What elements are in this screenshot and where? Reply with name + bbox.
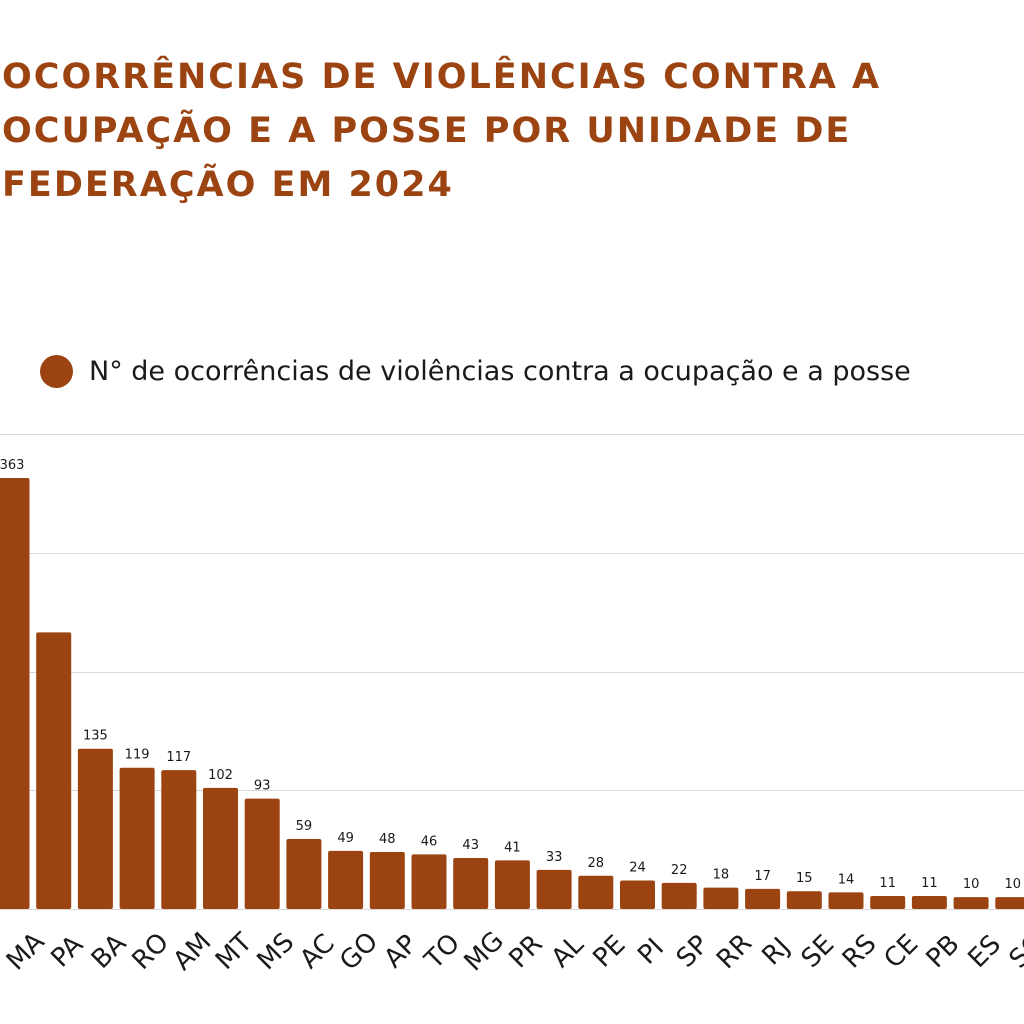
x-tick-label: GO	[334, 927, 384, 977]
legend-swatch	[40, 354, 73, 388]
x-tick-label: BA	[86, 928, 133, 975]
bar	[36, 632, 72, 909]
x-tick-label: SC	[1004, 929, 1024, 975]
data-label: 59	[296, 819, 313, 834]
bar	[995, 897, 1024, 909]
bar	[828, 892, 864, 909]
bar	[161, 770, 197, 909]
bar	[286, 838, 322, 909]
data-label: 11	[921, 876, 938, 891]
data-label: 46	[421, 834, 438, 849]
x-tick-label: RO	[127, 927, 175, 975]
data-label: 10	[1005, 877, 1022, 892]
x-tick-label: PR	[504, 929, 549, 974]
x-tick-label: RR	[711, 928, 758, 975]
data-label: 11	[879, 876, 896, 891]
data-label: 102	[208, 768, 233, 783]
x-tick-label: AP	[379, 929, 424, 974]
x-tick-label: PE	[587, 930, 631, 974]
chart-title-line: OCUPAÇÃO E A POSSE POR UNIDADE DE	[2, 111, 852, 151]
x-tick-label: MT	[210, 927, 258, 975]
bar	[0, 477, 30, 909]
x-tick-label: AL	[546, 929, 590, 973]
data-label: 48	[379, 832, 396, 847]
x-tick-label: AM	[168, 927, 218, 977]
chart-title: OCORRÊNCIAS DE VIOLÊNCIAS CONTRA A OCUPA…	[2, 50, 1002, 212]
x-tick-label: PA	[45, 930, 89, 974]
data-label: 24	[629, 861, 646, 876]
bar	[203, 787, 238, 909]
bar	[578, 875, 614, 909]
x-tick-label: ES	[962, 929, 1007, 974]
x-tick-label: SE	[796, 929, 841, 974]
data-label: 18	[713, 868, 730, 883]
x-tick-label: SP	[671, 930, 715, 974]
data-label: 117	[166, 750, 191, 765]
chart-title-line: FEDERAÇÃO EM 2024	[2, 165, 454, 205]
data-label: 93	[254, 779, 271, 794]
data-label: 10	[963, 877, 980, 892]
bar	[745, 888, 781, 909]
x-tick-label: PB	[921, 929, 966, 974]
data-label: 22	[671, 863, 688, 878]
legend-label: N° de ocorrências de violências contra a…	[89, 355, 911, 387]
x-tick-label: MS	[251, 927, 300, 976]
bar	[786, 891, 822, 909]
bar	[453, 857, 489, 909]
data-label: 17	[754, 869, 771, 884]
bar	[870, 895, 906, 909]
chart-title-line: OCORRÊNCIAS DE VIOLÊNCIAS CONTRA A	[2, 57, 882, 97]
x-tick-label: MG	[459, 926, 510, 977]
bar	[703, 887, 739, 909]
bar	[411, 854, 447, 909]
data-label: 28	[588, 856, 605, 871]
bar	[953, 897, 989, 909]
x-tick-label: TO	[418, 928, 466, 976]
bar	[328, 850, 364, 909]
data-label: 135	[83, 729, 108, 744]
bar	[369, 852, 405, 909]
data-label: 33	[546, 850, 563, 865]
x-tick-label: PI	[632, 933, 670, 971]
data-label: 119	[125, 748, 150, 763]
data-label: 41	[504, 840, 521, 855]
data-label: 15	[796, 871, 813, 886]
x-tick-label: AC	[294, 928, 340, 974]
bar	[77, 748, 113, 909]
bar	[536, 869, 572, 909]
bar	[911, 895, 947, 909]
x-tick-label: RS	[837, 929, 883, 975]
x-tick-label: MA	[1, 927, 51, 977]
chart-legend: N° de ocorrências de violências contra a…	[40, 348, 911, 394]
data-label: 49	[337, 831, 354, 846]
bar	[244, 798, 280, 909]
bar	[494, 860, 530, 909]
bar	[661, 882, 697, 909]
data-label: 43	[462, 838, 479, 853]
x-tick-label: CE	[879, 929, 925, 975]
bar	[119, 767, 155, 909]
bar	[620, 880, 655, 909]
x-tick-label: RJ	[757, 932, 796, 971]
data-label: 14	[838, 872, 855, 887]
data-label: 363	[0, 458, 24, 473]
